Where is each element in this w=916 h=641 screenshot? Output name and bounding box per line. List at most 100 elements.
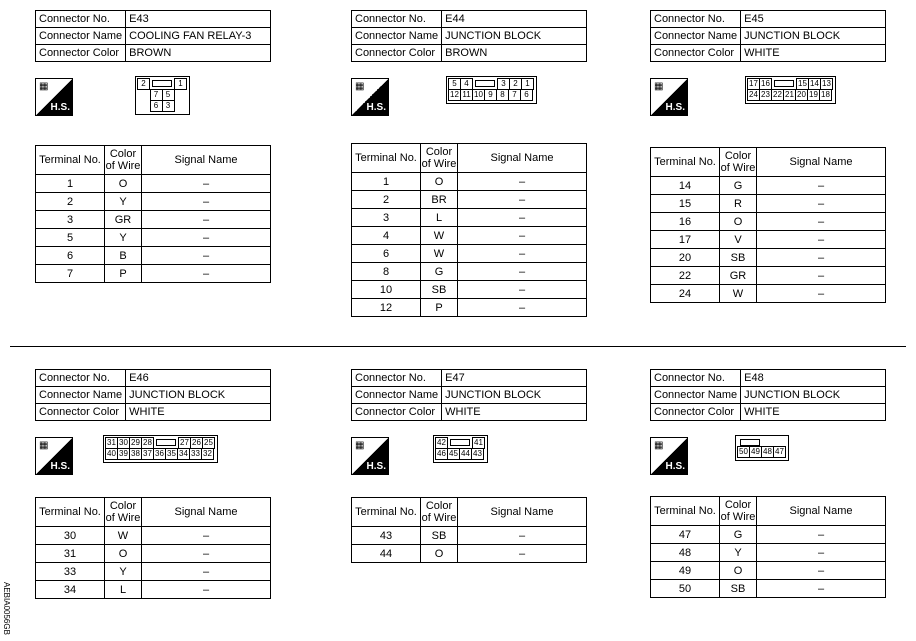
table-row: 2 BR – (351, 190, 587, 209)
connector-face-diagram: 17 16 15 14 13 24 23 22 21 20 19 18 (745, 76, 836, 104)
table-row: 5 Y – (35, 228, 271, 247)
label: Connector Name (649, 386, 742, 404)
signal-name: – (457, 298, 587, 317)
signal-name: – (457, 280, 587, 299)
wire-color: GR (104, 210, 142, 229)
terminal-no: 14 (650, 176, 720, 195)
table-row: 34 L – (35, 580, 271, 599)
pin: 3 (161, 100, 175, 112)
terminal-table: Terminal No. Color of Wire Signal Name 30 W –… (35, 497, 271, 599)
signal-name: – (756, 212, 886, 231)
signal-name: – (457, 244, 587, 263)
header-signal-name: Signal Name (141, 145, 271, 175)
connector-name: COOLING FAN RELAY-3 (125, 27, 271, 45)
connector-lock (153, 437, 179, 447)
signal-name: – (457, 190, 587, 209)
terminal-no: 5 (35, 228, 105, 247)
harness-side-icon: ▦ H.S. (650, 437, 688, 475)
connector-face-diagram: 42 41 46 45 44 43 (433, 435, 488, 463)
signal-name: – (457, 172, 587, 191)
terminal-no: 4 (351, 226, 421, 245)
terminal-no: 43 (351, 526, 421, 545)
harness-side-icon: ▦ H.S. (35, 78, 73, 116)
terminal-no: 8 (351, 262, 421, 281)
connector-info-table: Connector No. E46 Connector Name JUNCTION … (34, 369, 271, 421)
terminal-no: 6 (35, 246, 105, 265)
table-row: 30 W – (35, 526, 271, 545)
table-row: 49 O – (650, 561, 886, 580)
signal-name: – (756, 284, 886, 303)
label: Connector No. (649, 369, 742, 387)
table-row: 3 GR – (35, 210, 271, 229)
wire-color: P (420, 298, 458, 317)
connector-face-diagram: 5 4 3 2 1 12 11 10 9 8 7 6 (446, 76, 537, 104)
terminal-no: 17 (650, 230, 720, 249)
connector-color: BROWN (441, 44, 587, 62)
pin: 6 (520, 89, 533, 101)
terminal-no: 44 (351, 544, 421, 563)
signal-name: – (141, 580, 271, 599)
signal-name: – (756, 194, 886, 213)
table-row: 50 SB – (650, 579, 886, 598)
wire-color: O (719, 212, 757, 231)
connector-color: WHITE (441, 403, 587, 421)
connector-e43: Connector No. E43 Connector Name COOLING F… (34, 10, 275, 283)
wire-color: SB (719, 579, 757, 598)
wire-color: W (420, 226, 458, 245)
wire-color: W (719, 284, 757, 303)
signal-name: – (457, 262, 587, 281)
pin: 18 (819, 89, 832, 101)
table-row: 1 O – (351, 172, 587, 191)
terminal-no: 20 (650, 248, 720, 267)
pin: 47 (773, 446, 786, 458)
wire-color: R (719, 194, 757, 213)
terminal-no: 49 (650, 561, 720, 580)
connector-no: E44 (441, 10, 587, 28)
table-row: 43 SB – (351, 526, 587, 545)
table-row: 3 L – (351, 208, 587, 227)
signal-name: – (141, 192, 271, 211)
header-signal-name: Signal Name (756, 147, 886, 177)
connector-color: WHITE (125, 403, 271, 421)
label: Connector Name (649, 27, 742, 45)
signal-name: – (457, 208, 587, 227)
header-signal-name: Signal Name (457, 143, 587, 173)
table-row: 24 W – (650, 284, 886, 303)
table-row: 8 G – (351, 262, 587, 281)
label: Connector No. (649, 10, 742, 28)
table-row: 14 G – (650, 176, 886, 195)
connector-name: JUNCTION BLOCK (441, 27, 587, 45)
label: Connector Name (34, 27, 127, 45)
terminal-table: Terminal No. Color of Wire Signal Name 47 G –… (650, 496, 886, 598)
label: Connector No. (34, 10, 127, 28)
connector-lock (447, 437, 473, 447)
table-row: 6 W – (351, 244, 587, 263)
header-color-of-wire: Color of Wire (420, 497, 458, 527)
label: Connector Color (34, 44, 127, 62)
connector-name: JUNCTION BLOCK (125, 386, 271, 404)
signal-name: – (457, 526, 587, 545)
terminal-no: 2 (351, 190, 421, 209)
wire-color: Y (104, 228, 142, 247)
connector-info-table: Connector No. E44 Connector Name JUNCTION … (350, 10, 587, 62)
wire-color: L (104, 580, 142, 599)
wire-color: W (104, 526, 142, 545)
terminal-no: 12 (351, 298, 421, 317)
signal-name: – (756, 230, 886, 249)
terminal-no: 34 (35, 580, 105, 599)
connector-lock (472, 78, 498, 88)
table-row: 47 G – (650, 525, 886, 544)
terminal-no: 2 (35, 192, 105, 211)
signal-name: – (141, 264, 271, 283)
terminal-no: 24 (650, 284, 720, 303)
wire-color: V (719, 230, 757, 249)
header-color-of-wire: Color of Wire (420, 143, 458, 173)
connector-e45: Connector No. E45 Connector Name JUNCTION … (649, 10, 890, 303)
figure-code: AEBIA0056GB (2, 582, 11, 635)
label: Connector Color (34, 403, 127, 421)
table-row: 33 Y – (35, 562, 271, 581)
header-color-of-wire: Color of Wire (104, 145, 142, 175)
signal-name: – (756, 561, 886, 580)
terminal-no: 6 (351, 244, 421, 263)
header-terminal-no: Terminal No. (35, 497, 105, 527)
